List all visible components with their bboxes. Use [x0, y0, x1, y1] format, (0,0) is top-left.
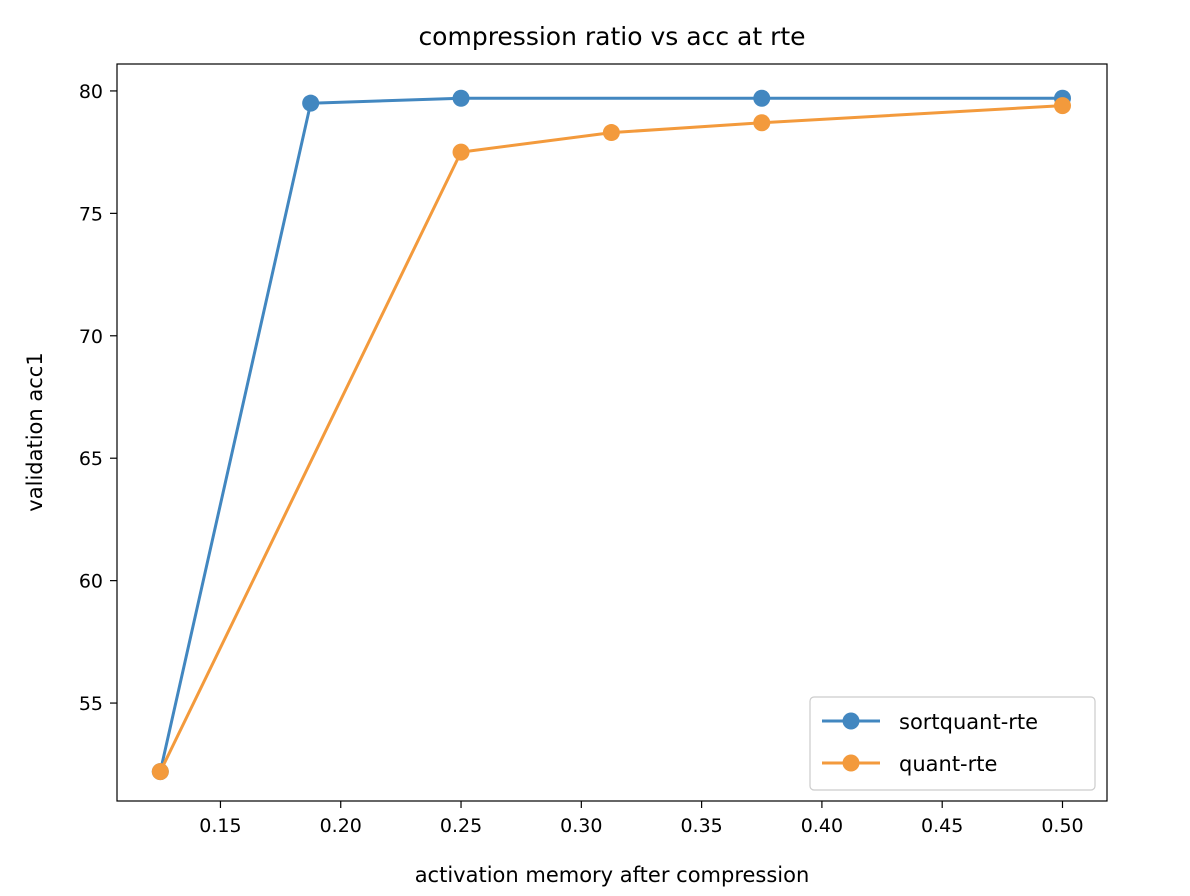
y-tick-label: 65 [79, 448, 103, 470]
chart-title: compression ratio vs acc at rte [418, 22, 805, 51]
y-tick-label: 75 [79, 203, 103, 225]
data-point-quant-rte [452, 143, 470, 161]
x-axis: 0.15 0.20 0.25 0.30 0.35 0.40 0.45 0.50 [199, 801, 1084, 837]
y-tick-label: 60 [79, 571, 103, 593]
x-tick-label: 0.50 [1041, 815, 1083, 837]
legend: sortquant-rte quant-rte [809, 696, 1096, 791]
x-tick-label: 0.20 [320, 815, 362, 837]
y-tick-label: 80 [79, 81, 103, 103]
y-axis: 55 60 65 70 75 80 [79, 81, 117, 715]
legend-label-sortquant-rte: sortquant-rte [899, 710, 1038, 734]
plot-area [151, 89, 1071, 781]
legend-marker-sortquant-rte [842, 712, 860, 730]
data-point-sortquant-rte [753, 89, 771, 107]
x-axis-label: activation memory after compression [415, 863, 810, 887]
plot-frame [116, 63, 1108, 802]
y-tick-label: 70 [79, 326, 103, 348]
legend-label-quant-rte: quant-rte [899, 752, 997, 776]
x-tick-label: 0.35 [680, 815, 722, 837]
x-tick-label: 0.40 [801, 815, 843, 837]
x-tick-label: 0.25 [440, 815, 482, 837]
x-tick-label: 0.15 [199, 815, 241, 837]
data-point-sortquant-rte [452, 89, 470, 107]
legend-box [809, 696, 1096, 791]
data-point-quant-rte [753, 114, 771, 132]
y-tick-label: 55 [79, 693, 103, 715]
x-tick-label: 0.30 [560, 815, 602, 837]
data-point-quant-rte [151, 763, 169, 781]
data-point-sortquant-rte [302, 94, 320, 112]
legend-marker-quant-rte [842, 754, 860, 772]
data-point-quant-rte [602, 124, 620, 142]
y-axis-label: validation acc1 [23, 352, 47, 511]
x-tick-label: 0.45 [921, 815, 963, 837]
data-point-quant-rte [1053, 97, 1071, 115]
